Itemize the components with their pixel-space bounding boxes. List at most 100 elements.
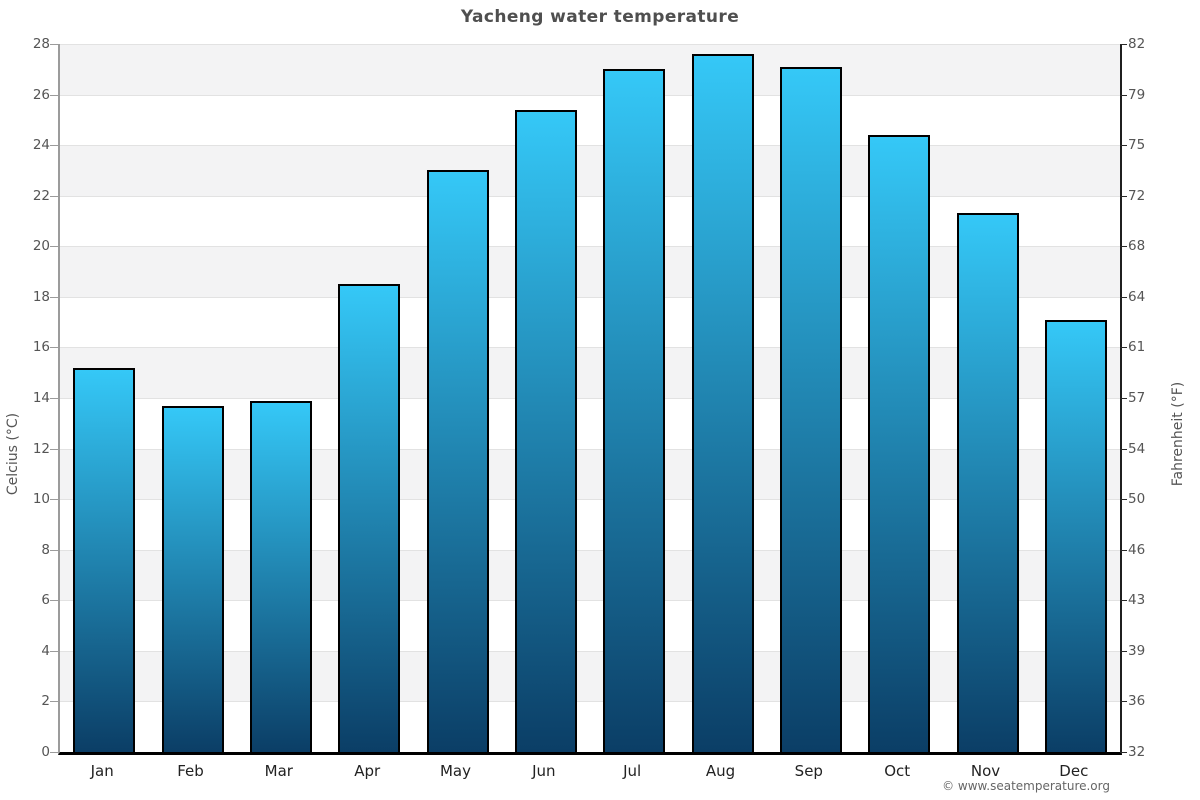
axis-tick-mark <box>1120 651 1127 652</box>
axis-tick-mark <box>50 347 58 348</box>
plot-band <box>60 650 1120 702</box>
axis-tick-mark <box>50 600 58 601</box>
plot-band <box>60 448 1120 500</box>
gridline <box>60 145 1120 146</box>
plot-band <box>60 195 1120 247</box>
gridline <box>60 499 1120 500</box>
y-tick-fahrenheit: 46 <box>1128 541 1146 558</box>
axis-tick-mark <box>1120 449 1127 450</box>
plot-band <box>60 94 1120 146</box>
gridline <box>60 701 1120 702</box>
y-tick-fahrenheit: 36 <box>1128 693 1146 710</box>
y-tick-fahrenheit: 72 <box>1128 187 1146 204</box>
axis-tick-mark <box>1120 145 1127 146</box>
axis-tick-mark <box>50 297 58 298</box>
x-tick-label: Apr <box>354 762 381 780</box>
y-tick-fahrenheit: 50 <box>1128 491 1146 508</box>
y-tick-fahrenheit: 75 <box>1128 137 1146 154</box>
x-tick-label: Aug <box>705 762 736 780</box>
axis-tick-mark <box>50 95 58 96</box>
gridline <box>60 550 1120 551</box>
y-tick-fahrenheit: 54 <box>1128 440 1146 457</box>
y-tick-fahrenheit: 43 <box>1128 592 1146 609</box>
y-tick-celsius: 8 <box>41 541 50 558</box>
y-tick-celsius: 18 <box>32 288 50 305</box>
axis-tick-mark <box>1120 246 1127 247</box>
x-tick-label: Oct <box>884 762 911 780</box>
gridline <box>60 398 1120 399</box>
axis-tick-mark <box>1120 550 1127 551</box>
gridline <box>60 347 1120 348</box>
axis-tick-mark <box>50 449 58 450</box>
y-tick-celsius: 10 <box>32 491 50 508</box>
axis-tick-mark <box>1120 297 1127 298</box>
axis-tick-mark <box>1120 347 1127 348</box>
axis-tick-mark <box>50 701 58 702</box>
bar-jan <box>73 367 136 752</box>
axis-tick-mark <box>50 550 58 551</box>
axis-tick-mark <box>1120 95 1127 96</box>
y-tick-fahrenheit: 32 <box>1128 744 1146 760</box>
gridline <box>60 651 1120 652</box>
plot-band <box>60 600 1120 651</box>
gridline <box>60 600 1120 601</box>
bar-feb <box>161 405 224 752</box>
y-tick-celsius: 4 <box>41 642 50 659</box>
gridline <box>60 449 1120 450</box>
plot-band <box>60 701 1120 752</box>
bar-aug <box>691 54 754 752</box>
x-tick-label: Jan <box>90 762 114 780</box>
plot-band <box>60 549 1120 601</box>
x-tick-label: Mar <box>264 762 293 780</box>
axis-tick-mark <box>50 145 58 146</box>
plot-band <box>60 347 1120 398</box>
x-tick-label: Sep <box>794 762 823 780</box>
plot-area <box>58 44 1122 755</box>
chart-title: Yacheng water temperature <box>460 7 740 27</box>
gridline <box>60 246 1120 247</box>
axis-tick-mark <box>1120 196 1127 197</box>
plot-band <box>60 145 1120 196</box>
plot-band <box>60 296 1120 348</box>
y-tick-fahrenheit: 68 <box>1128 238 1146 255</box>
gridline <box>60 196 1120 197</box>
gridline <box>60 297 1120 298</box>
axis-tick-mark <box>1120 600 1127 601</box>
watermark-copyright: © www.seatemperature.org <box>942 779 1110 793</box>
axis-tick-mark <box>1120 752 1127 753</box>
bar-may <box>426 170 489 752</box>
axis-tick-mark <box>50 398 58 399</box>
axis-tick-mark <box>50 499 58 500</box>
plot-band <box>60 44 1120 95</box>
axis-tick-mark <box>1120 398 1127 399</box>
y-tick-celsius: 2 <box>41 693 50 710</box>
bar-jul <box>603 69 666 752</box>
plot-band <box>60 499 1120 550</box>
y-tick-celsius: 12 <box>32 440 50 457</box>
y-tick-celsius: 14 <box>32 390 50 406</box>
x-tick-label: Jul <box>623 762 642 780</box>
y-tick-fahrenheit: 82 <box>1128 36 1146 52</box>
bar-jun <box>514 109 577 752</box>
y-tick-fahrenheit: 61 <box>1128 339 1146 356</box>
x-tick-label: Jun <box>532 762 556 780</box>
x-tick-label: Feb <box>177 762 204 780</box>
y-axis-title-fahrenheit: Fahrenheit (°F) <box>1170 381 1186 487</box>
bar-sep <box>779 66 842 752</box>
bar-mar <box>249 400 312 752</box>
plot-band <box>60 246 1120 297</box>
y-tick-fahrenheit: 79 <box>1128 86 1146 103</box>
axis-tick-mark <box>50 651 58 652</box>
axis-tick-mark <box>1120 499 1127 500</box>
y-tick-fahrenheit: 64 <box>1128 288 1146 305</box>
x-tick-label: Dec <box>1059 762 1089 780</box>
y-tick-celsius: 16 <box>32 339 50 356</box>
y-tick-fahrenheit: 39 <box>1128 642 1146 659</box>
gridline <box>60 95 1120 96</box>
axis-tick-mark <box>50 246 58 247</box>
bar-nov <box>956 213 1019 752</box>
axis-tick-mark <box>50 752 58 753</box>
gridline <box>60 44 1120 45</box>
bar-apr <box>338 284 401 752</box>
